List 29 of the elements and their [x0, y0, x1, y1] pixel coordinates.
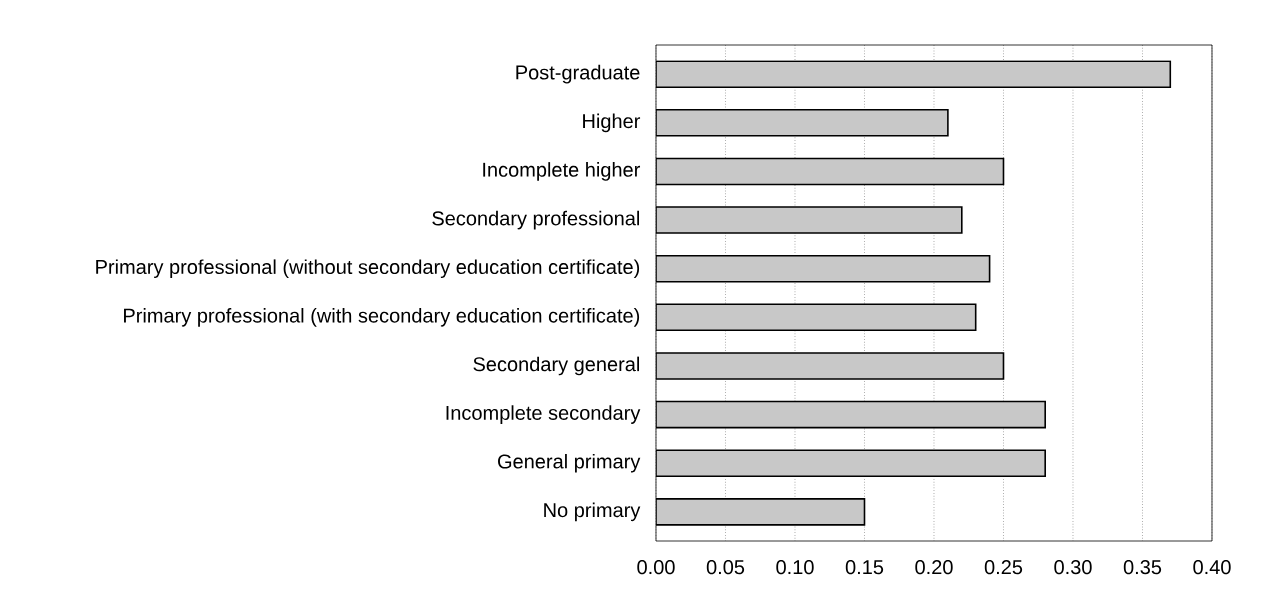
y-tick-label: Primary professional (without secondary education certificate)	[96, 259, 640, 279]
x-tick-label: 0.00	[637, 560, 675, 575]
bar	[655, 352, 1005, 380]
bar	[655, 449, 1046, 477]
y-tick-label: General primary	[498, 453, 641, 473]
x-tick-label: 0.20	[915, 560, 953, 575]
x-tick-label: 0.25	[984, 560, 1023, 575]
bar	[655, 498, 866, 526]
y-tick-label: Secondary professional	[432, 210, 639, 230]
x-tick-label: 0.05	[706, 560, 745, 575]
y-tick-label: Incomplete higher	[483, 162, 641, 181]
y-tick-label: Primary professional (with secondary education certificate)	[124, 308, 640, 327]
x-tick-label: 0.40	[1193, 560, 1231, 575]
bar	[655, 206, 963, 234]
y-tick-label: Higher	[583, 113, 641, 133]
bar	[655, 157, 1005, 186]
x-tick-label: 0.30	[1054, 560, 1092, 575]
y-tick-label: Post-graduate	[516, 64, 640, 84]
bar	[655, 60, 1172, 88]
x-tick-label: 0.35	[1123, 560, 1162, 575]
bar	[655, 400, 1046, 429]
y-tick-label: Incomplete secondary	[446, 405, 641, 424]
x-tick-label: 0.15	[845, 560, 884, 575]
bar	[655, 303, 977, 332]
bar	[655, 109, 949, 137]
y-tick-label: Secondary general	[473, 356, 640, 376]
y-tick-label: No primary	[544, 502, 641, 522]
bar	[655, 254, 991, 283]
x-tick-label: 0.10	[776, 560, 814, 575]
